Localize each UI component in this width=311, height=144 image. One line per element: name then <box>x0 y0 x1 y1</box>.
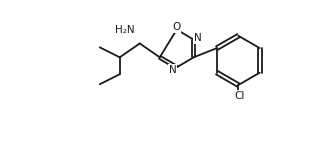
Text: Cl: Cl <box>235 91 245 101</box>
Text: H₂N: H₂N <box>114 25 134 35</box>
Text: O: O <box>173 22 181 32</box>
Text: N: N <box>194 33 202 43</box>
Text: N: N <box>169 65 177 75</box>
